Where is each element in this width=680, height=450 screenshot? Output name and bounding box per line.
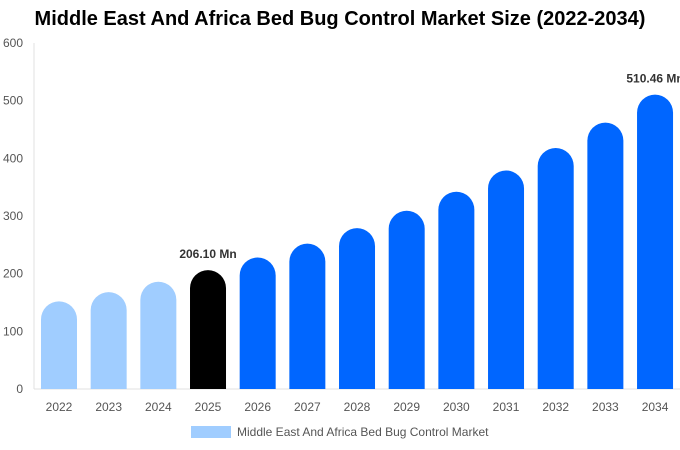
x-tick-label: 2025 xyxy=(195,400,222,414)
x-tick-label: 2022 xyxy=(46,400,73,414)
data-label: 206.10 Mn xyxy=(179,247,236,261)
bar-2032 xyxy=(537,147,574,389)
y-tick-label: 0 xyxy=(16,382,23,396)
bar-2024 xyxy=(140,281,177,389)
y-tick-label: 300 xyxy=(3,209,23,223)
legend-swatch xyxy=(191,426,231,438)
y-tick-label: 200 xyxy=(3,267,23,281)
bar-2027 xyxy=(289,243,326,389)
data-label: 510.46 Mn xyxy=(626,72,680,86)
x-tick-label: 2028 xyxy=(344,400,371,414)
x-tick-label: 2034 xyxy=(642,400,669,414)
y-tick-label: 500 xyxy=(3,94,23,108)
chart-title: Middle East And Africa Bed Bug Control M… xyxy=(34,8,646,30)
x-tick-label: 2030 xyxy=(443,400,470,414)
x-tick-label: 2023 xyxy=(95,400,122,414)
bar-2025 xyxy=(190,270,227,389)
x-tick-label: 2033 xyxy=(592,400,619,414)
bar-2034 xyxy=(637,94,674,389)
bar-2030 xyxy=(438,191,475,389)
bar-2023 xyxy=(90,292,127,389)
bar-2033 xyxy=(587,122,624,389)
bar-2031 xyxy=(488,170,525,389)
y-tick-label: 100 xyxy=(3,324,23,338)
x-tick-label: 2027 xyxy=(294,400,321,414)
x-tick-label: 2026 xyxy=(244,400,271,414)
y-tick-label: 400 xyxy=(3,151,23,165)
x-tick-label: 2032 xyxy=(542,400,569,414)
bar-2029 xyxy=(388,210,425,389)
x-tick-label: 2031 xyxy=(493,400,520,414)
bar-2026 xyxy=(239,257,276,389)
x-tick-label: 2029 xyxy=(393,400,420,414)
bar-2022 xyxy=(41,301,77,389)
bar-2028 xyxy=(339,228,376,389)
x-tick-label: 2024 xyxy=(145,400,172,414)
legend: Middle East And Africa Bed Bug Control M… xyxy=(191,425,488,439)
y-tick-label: 600 xyxy=(3,36,23,50)
legend-label: Middle East And Africa Bed Bug Control M… xyxy=(237,425,489,439)
